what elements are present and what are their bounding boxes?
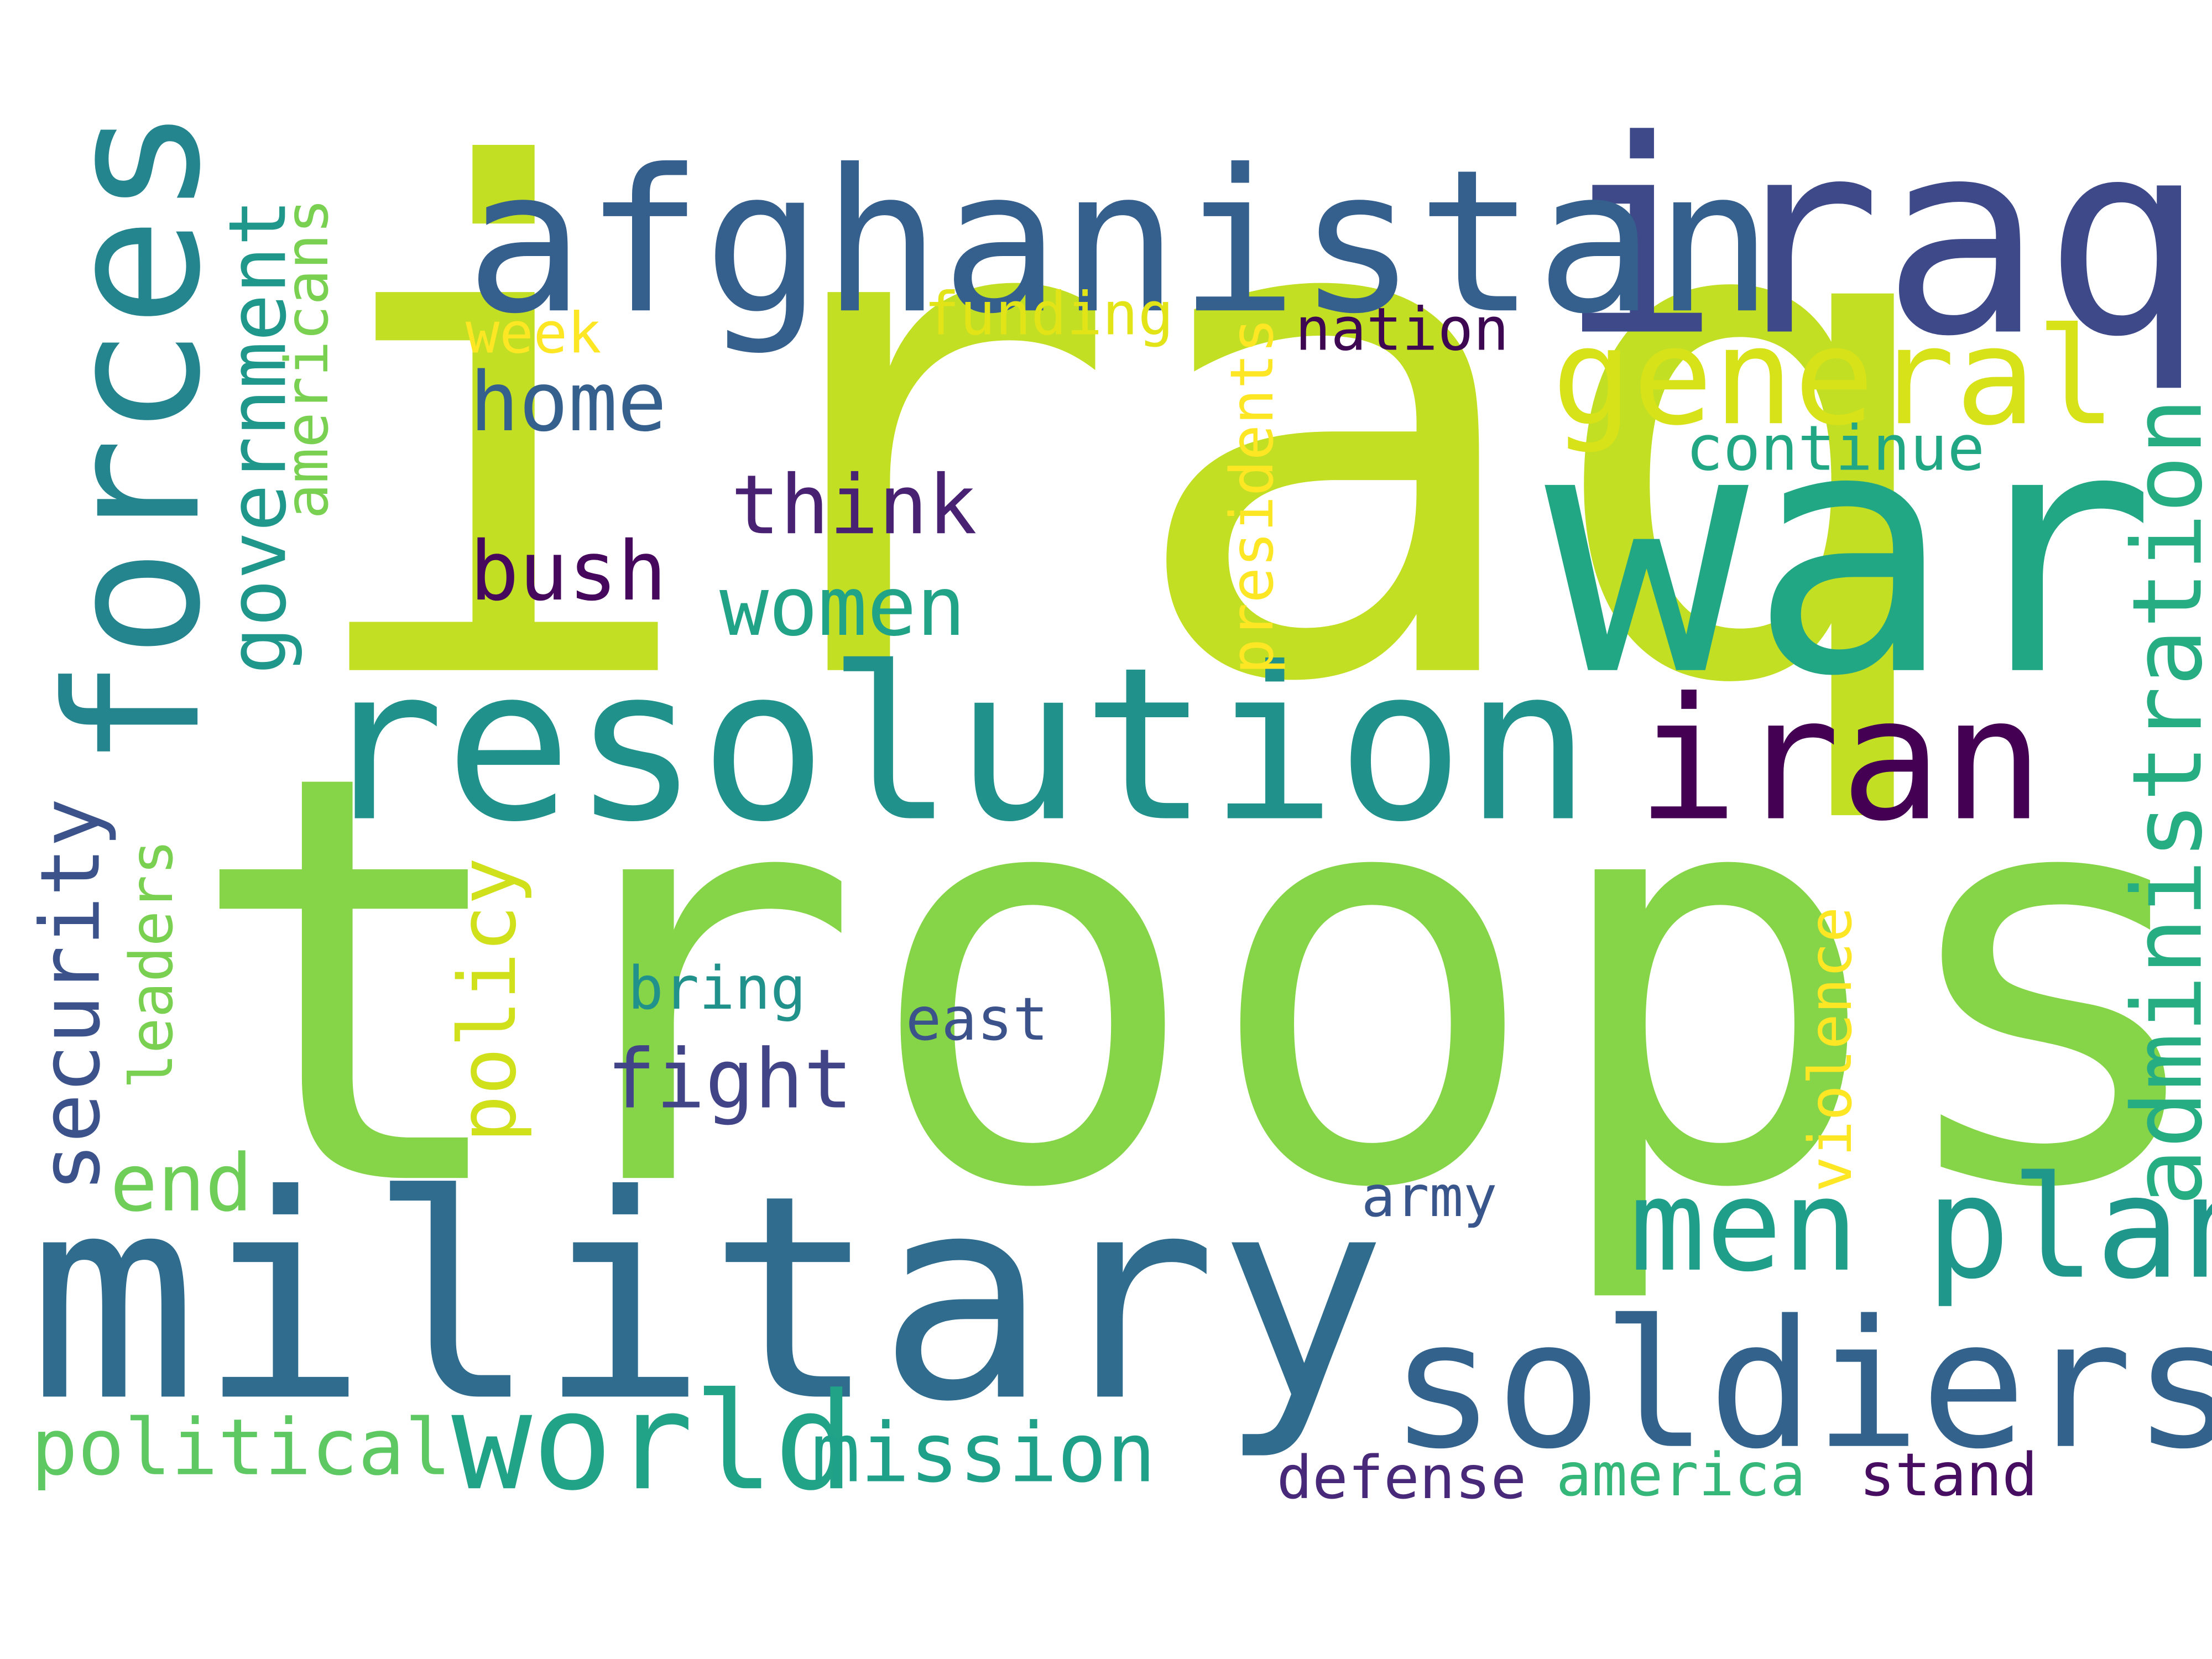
word-iran: iran	[1636, 662, 2044, 859]
word-bush: bush	[469, 524, 666, 619]
word-army: army	[1361, 1164, 1498, 1230]
word-iraq: iraq	[289, 29, 1954, 833]
word-leaders: leaders	[118, 839, 186, 1089]
word-government: government	[211, 199, 304, 674]
word-funding: funding	[924, 280, 1173, 349]
word-political: political	[31, 1403, 451, 1493]
word-men: men	[1629, 1152, 1859, 1300]
word-afghanistan: afghanistan	[466, 127, 1773, 357]
word-administration: administration	[2112, 398, 2212, 1206]
word-week: week	[466, 301, 602, 367]
word-end: end	[110, 1137, 253, 1229]
word-stand: stand	[1859, 1441, 2037, 1510]
word-general: general	[1552, 299, 2116, 455]
word-policy: policy	[441, 857, 534, 1142]
word-east: east	[906, 985, 1048, 1054]
word-americans: americans	[273, 198, 342, 519]
word-iraqi: iraqi	[1559, 83, 2212, 395]
word-security: security	[23, 798, 118, 1192]
word-women: women	[719, 559, 966, 654]
word-war: war	[1545, 357, 2156, 750]
word-forces: forces	[28, 106, 241, 769]
word-resolution: resolution	[317, 623, 1592, 869]
word-plan: plan	[1926, 1146, 2212, 1311]
word-home: home	[469, 354, 666, 450]
word-bring: bring	[628, 954, 806, 1023]
word-america: america	[1556, 1441, 1806, 1510]
word-troops: troops	[184, 654, 2212, 1311]
word-soldiers: soldiers	[1390, 1283, 2212, 1488]
word-think: think	[731, 457, 977, 552]
word-fight: fight	[607, 1032, 853, 1127]
word-presidents: presidents	[1218, 317, 1287, 674]
word-world: world	[451, 1364, 854, 1520]
word-defense: defense	[1277, 1444, 1526, 1512]
word-continue: continue	[1686, 413, 1985, 484]
word-violence: violence	[1797, 907, 1865, 1192]
word-nation: nation	[1295, 296, 1509, 364]
word-mission: mission	[811, 1406, 1156, 1501]
word-military: military	[28, 1135, 1387, 1464]
